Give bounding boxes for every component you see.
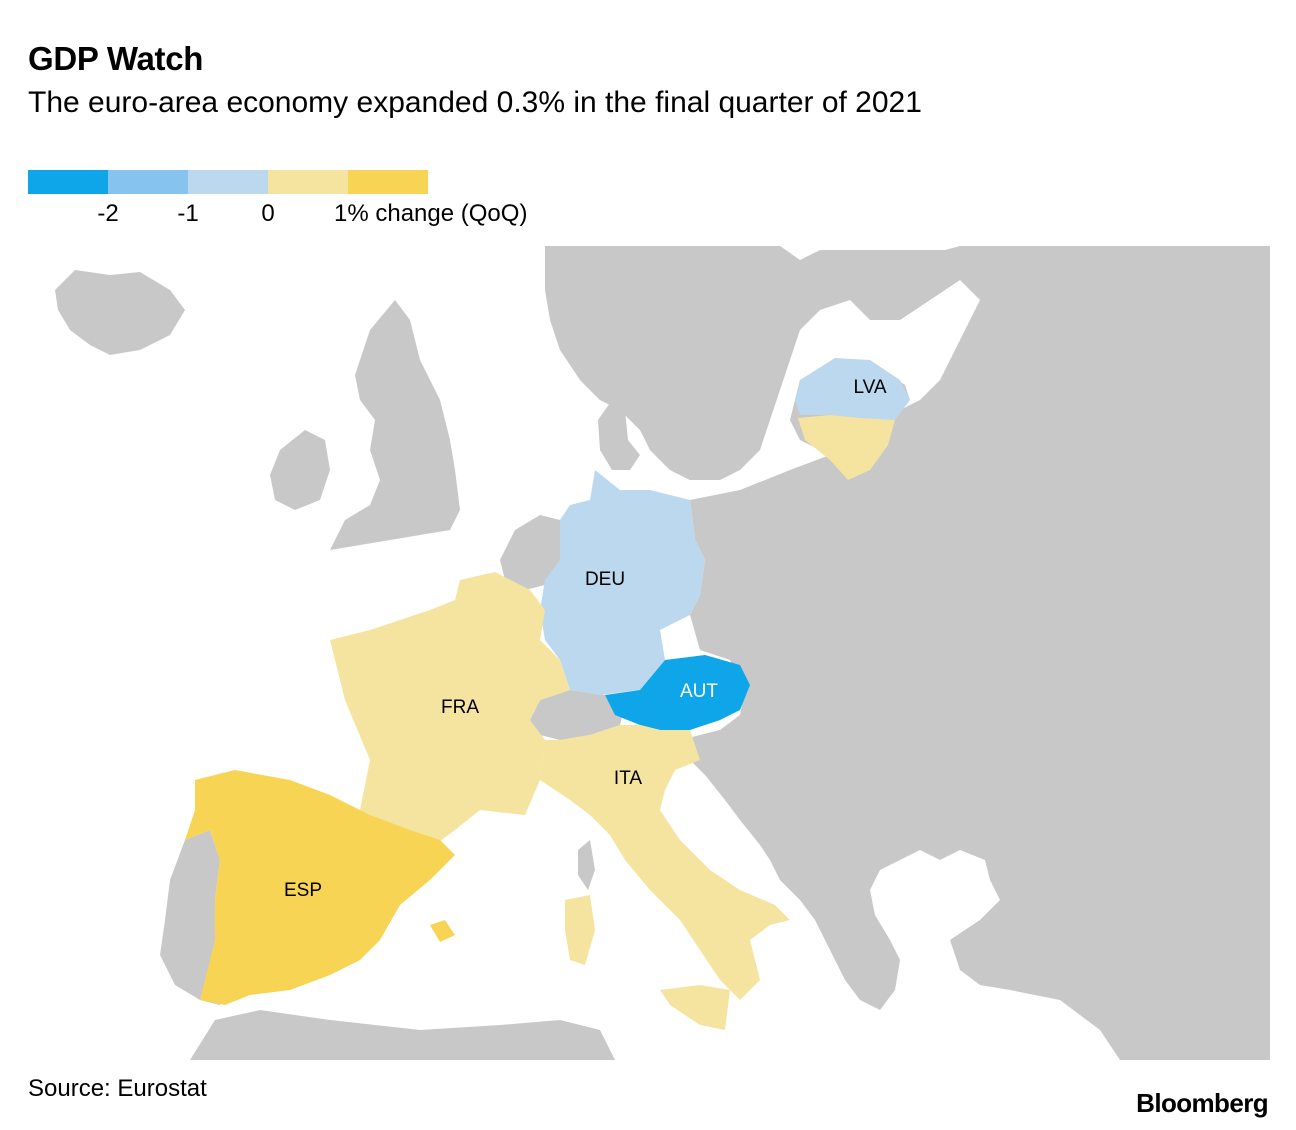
- label-lva: LVA: [853, 377, 886, 398]
- legend-tick-zero: 0: [261, 200, 275, 227]
- bloomberg-logo: Bloomberg: [1136, 1088, 1268, 1118]
- country-ltu: [798, 415, 895, 480]
- legend-tick-minus2: -2: [97, 200, 119, 227]
- country-aut: [605, 655, 750, 730]
- legend-tick-one: 1% change (QoQ): [334, 200, 528, 227]
- country-esp: [185, 770, 455, 1005]
- legend-tick-minus1: -1: [177, 200, 199, 227]
- land-background: [55, 246, 1270, 1060]
- country-ita: [540, 725, 790, 1030]
- legend-swatch-4: [268, 170, 348, 194]
- source-note: Source: Eurostat: [28, 1075, 207, 1102]
- country-lva: [795, 358, 910, 420]
- chart-subtitle: The euro-area economy expanded 0.3% in t…: [28, 86, 922, 119]
- label-ita: ITA: [614, 768, 642, 789]
- legend-swatch-5: [348, 170, 428, 194]
- color-legend: -2 -1 0 1% change (QoQ): [28, 170, 527, 230]
- country-fra: [330, 572, 570, 845]
- legend-swatch-1: [28, 170, 108, 194]
- legend-swatch-3: [188, 170, 268, 194]
- label-fra: FRA: [441, 697, 479, 718]
- legend-swatch-2: [108, 170, 188, 194]
- chart-title: GDP Watch: [28, 40, 204, 77]
- label-aut: AUT: [680, 681, 718, 702]
- label-deu: DEU: [585, 569, 625, 590]
- country-deu: [540, 470, 705, 695]
- label-esp: ESP: [284, 880, 322, 901]
